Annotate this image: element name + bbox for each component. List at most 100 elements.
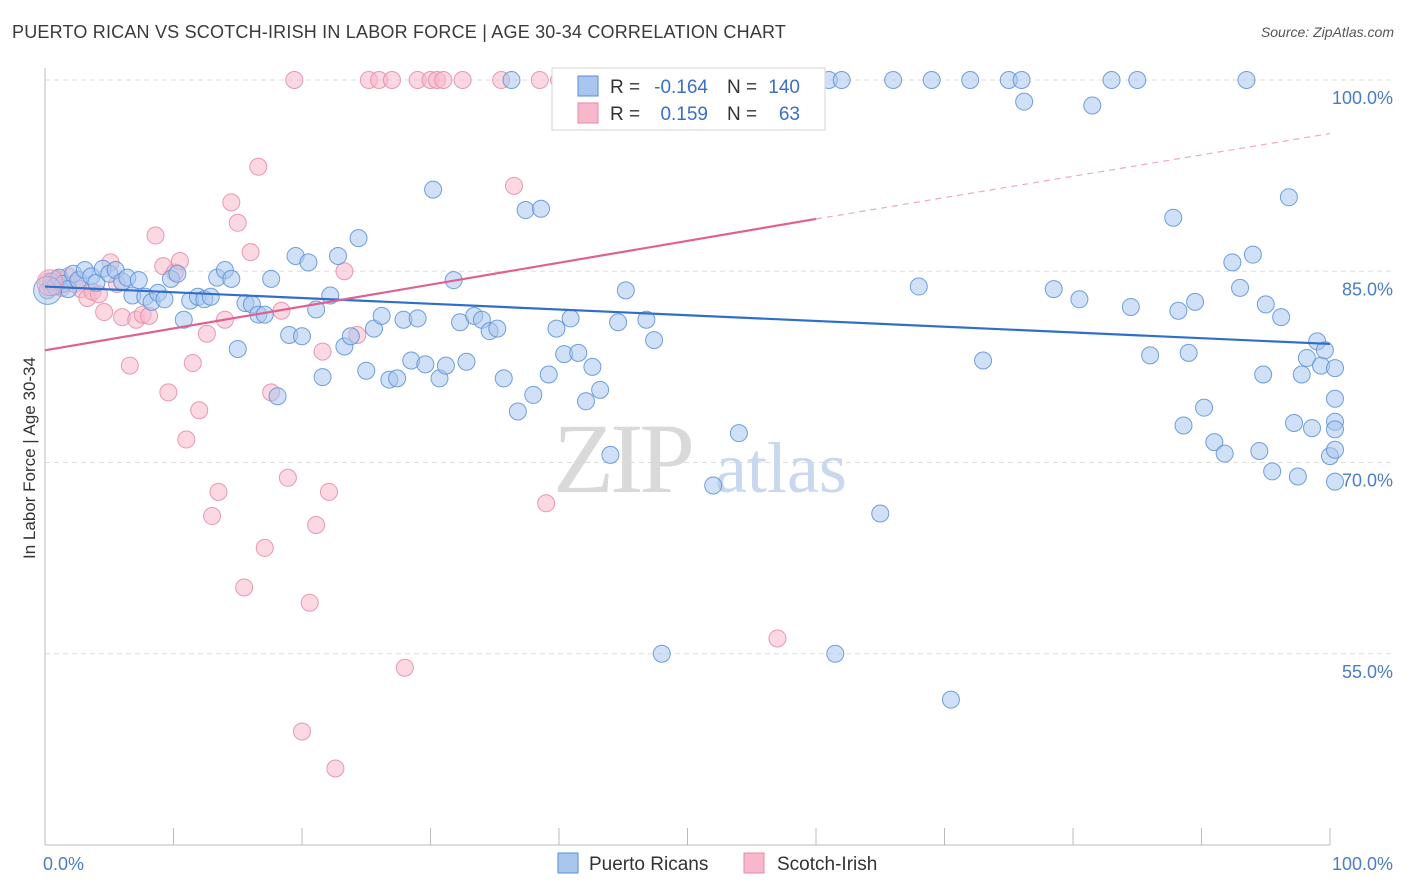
point-puerto-ricans-105	[974, 351, 993, 370]
point-puerto-ricans-120	[1205, 433, 1224, 452]
point-scotch-irish-23	[177, 430, 196, 449]
point-puerto-ricans-44	[313, 368, 332, 387]
point-puerto-ricans-127	[1256, 295, 1275, 314]
point-puerto-ricans-121	[1215, 444, 1234, 463]
point-puerto-ricans-123	[1231, 278, 1250, 297]
point-scotch-irish-24	[183, 354, 202, 373]
stats-n-value-2: 63	[779, 104, 800, 125]
point-scotch-irish-18	[146, 226, 165, 245]
trend-line-scotch-irish	[44, 217, 817, 352]
point-puerto-ricans-110	[1083, 96, 1102, 115]
point-scotch-irish-59	[530, 71, 549, 89]
point-puerto-ricans-109	[1070, 290, 1089, 309]
point-puerto-ricans-98	[832, 71, 851, 89]
legend-swatch-scotch-irish	[743, 852, 765, 874]
point-puerto-ricans-37	[262, 269, 281, 288]
point-scotch-irish-31	[228, 213, 247, 232]
tick-labels: 55.0% 70.0% 85.0% 100.0% 0.0% 100.0%	[43, 88, 1393, 874]
point-puerto-ricans-61	[436, 356, 455, 375]
point-scotch-irish-38	[278, 468, 297, 487]
point-puerto-ricans-28	[201, 287, 220, 306]
point-puerto-ricans-21	[155, 290, 174, 309]
point-puerto-ricans-88	[645, 331, 664, 350]
legend-label-scotch-irish: Scotch-Irish	[777, 854, 877, 875]
point-puerto-ricans-38	[268, 387, 287, 406]
point-puerto-ricans-111	[1102, 71, 1121, 89]
stats-n-label-2: N =	[727, 104, 757, 125]
source-label: Source: ZipAtlas.com	[1260, 24, 1394, 40]
point-puerto-ricans-132	[1292, 365, 1311, 384]
point-scotch-irish-55	[434, 71, 453, 89]
series-legend: Puerto Ricans Scotch-Irish	[557, 852, 877, 875]
point-puerto-ricans-142	[1326, 389, 1344, 408]
point-puerto-ricans-144	[1326, 359, 1344, 378]
y-axis-title: In Labor Force | Age 30-34	[20, 357, 39, 559]
point-puerto-ricans-131	[1285, 413, 1304, 432]
point-puerto-ricans-23	[168, 264, 187, 283]
x-tick-label-0: 0.0%	[43, 854, 84, 874]
point-puerto-ricans-119	[1195, 398, 1214, 417]
point-puerto-ricans-54	[388, 369, 407, 388]
point-puerto-ricans-82	[591, 380, 610, 399]
point-puerto-ricans-17	[129, 271, 148, 290]
point-scotch-irish-43	[313, 342, 332, 361]
point-puerto-ricans-147	[1012, 71, 1031, 89]
trend-line-puerto-ricans	[44, 285, 1331, 346]
point-puerto-ricans-140	[1326, 472, 1344, 491]
point-puerto-ricans-76	[547, 319, 566, 338]
x-tick-label-1: 100.0%	[1332, 854, 1393, 874]
point-puerto-ricans-46	[328, 246, 347, 265]
point-puerto-ricans-72	[516, 201, 535, 220]
point-puerto-ricans-145	[1254, 365, 1273, 384]
point-scotch-irish-10	[95, 303, 114, 322]
point-puerto-ricans-112	[1121, 297, 1140, 316]
point-puerto-ricans-75	[539, 365, 558, 384]
point-scotch-irish-cluster	[36, 269, 64, 297]
point-puerto-ricans-87	[637, 310, 656, 329]
point-scotch-irish-32	[235, 578, 254, 597]
point-scotch-irish-58	[505, 176, 524, 195]
axes	[44, 68, 1331, 846]
point-puerto-ricans-74	[532, 199, 551, 218]
point-puerto-ricans-118	[1186, 292, 1205, 311]
point-puerto-ricans-83	[601, 445, 620, 464]
point-scotch-irish-25	[190, 401, 209, 420]
point-scotch-irish-30	[222, 193, 241, 212]
point-scotch-irish-62	[768, 629, 787, 648]
point-scotch-irish-51	[395, 658, 414, 677]
point-puerto-ricans-73	[524, 385, 543, 404]
point-puerto-ricans-84	[609, 313, 628, 332]
point-puerto-ricans-128	[1263, 462, 1282, 481]
point-puerto-ricans-114	[1164, 208, 1183, 227]
point-puerto-ricans-101	[909, 277, 928, 296]
point-puerto-ricans-24	[174, 310, 193, 329]
point-puerto-ricans-68	[488, 319, 507, 338]
point-puerto-ricans-80	[576, 392, 595, 411]
point-puerto-ricans-100	[884, 71, 903, 89]
stats-legend-swatch-blue	[577, 75, 599, 97]
point-scotch-irish-28	[209, 482, 228, 501]
point-puerto-ricans-115	[1169, 301, 1188, 320]
point-scotch-irish-35	[255, 538, 274, 557]
point-puerto-ricans-58	[416, 355, 435, 374]
point-puerto-ricans-70	[502, 71, 521, 89]
point-puerto-ricans-85	[616, 281, 635, 300]
watermark: ZIP atlas	[553, 403, 847, 514]
point-puerto-ricans-122	[1223, 253, 1242, 272]
legend-swatch-puerto-ricans	[557, 852, 579, 874]
stats-legend: R = -0.164 N = 140 R = 0.159 N = 63	[551, 67, 826, 131]
stats-r-label-1: R =	[610, 77, 640, 98]
stats-legend-swatch-pink	[577, 102, 599, 124]
point-scotch-irish-50	[382, 71, 401, 89]
point-scotch-irish-41	[300, 593, 319, 612]
point-puerto-ricans-81	[583, 357, 602, 376]
point-puerto-ricans-130	[1279, 188, 1298, 207]
point-scotch-irish-34	[249, 157, 268, 176]
y-tick-label-3: 100.0%	[1332, 88, 1393, 108]
point-scotch-irish-40	[293, 722, 311, 741]
point-scotch-irish-26	[197, 324, 216, 343]
stats-n-label-1: N =	[727, 77, 757, 98]
point-puerto-ricans-104	[961, 71, 980, 89]
point-puerto-ricans-107	[1015, 92, 1034, 111]
